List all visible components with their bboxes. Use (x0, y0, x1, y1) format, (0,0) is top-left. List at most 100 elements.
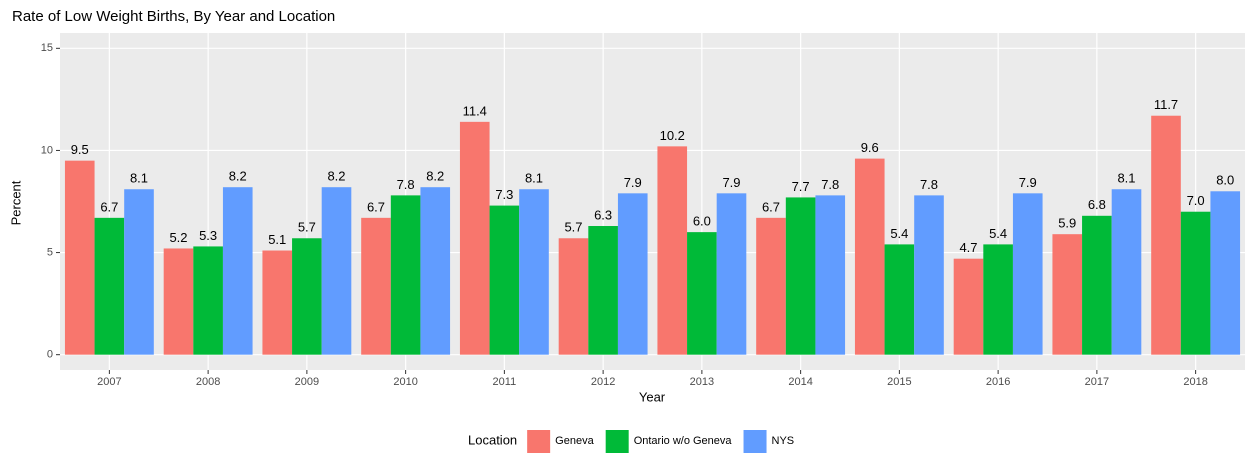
data-label: 5.4 (890, 226, 908, 241)
bar (64, 160, 95, 355)
data-label: 6.7 (762, 199, 780, 214)
data-label: 5.1 (268, 232, 286, 247)
x-tick-label: 2011 (493, 376, 517, 388)
legend-label: NYS (772, 435, 795, 447)
bar (124, 189, 154, 355)
data-label: 5.7 (298, 220, 316, 235)
x-axis-title: Year (639, 389, 666, 404)
bar (262, 250, 293, 355)
data-label: 5.9 (1058, 216, 1076, 231)
bar (420, 187, 451, 355)
data-label: 11.7 (1154, 97, 1178, 112)
bar (617, 193, 648, 355)
y-tick-label: 5 (47, 246, 53, 258)
data-label: 7.7 (792, 179, 810, 194)
data-label: 7.9 (624, 175, 642, 190)
data-label: 7.9 (722, 175, 740, 190)
data-label: 7.8 (397, 177, 415, 192)
bar (785, 197, 816, 355)
data-label: 6.7 (367, 199, 385, 214)
bar (292, 238, 322, 355)
data-label: 5.2 (169, 230, 187, 245)
bar (1210, 191, 1241, 355)
bar (953, 258, 984, 355)
legend-swatch (605, 430, 629, 453)
bar (163, 248, 194, 355)
bar (1052, 234, 1083, 355)
x-tick-label: 2016 (986, 376, 1010, 388)
bar (94, 217, 125, 355)
x-tick-label: 2007 (97, 376, 121, 388)
legend-swatch (527, 430, 551, 453)
bar (321, 187, 352, 355)
bar (914, 195, 944, 355)
data-label: 8.2 (229, 169, 247, 184)
data-label: 7.9 (1019, 175, 1037, 190)
bar (1180, 211, 1211, 355)
bar (1012, 193, 1043, 355)
bar (193, 246, 223, 355)
bar (1111, 189, 1142, 355)
bar (1151, 115, 1181, 355)
data-label: 8.1 (1117, 171, 1135, 186)
bar (489, 205, 520, 355)
bar (716, 193, 747, 355)
data-label: 5.7 (564, 220, 582, 235)
bar (222, 187, 253, 355)
x-tick-label: 2015 (887, 376, 911, 388)
data-label: 7.8 (821, 177, 839, 192)
data-label: 8.1 (525, 171, 543, 186)
x-tick-label: 2014 (788, 376, 812, 388)
data-label: 6.3 (594, 207, 612, 222)
data-label: 4.7 (959, 240, 977, 255)
data-label: 6.0 (693, 214, 711, 229)
data-label: 5.4 (989, 226, 1007, 241)
bar (588, 226, 618, 355)
bar (1082, 215, 1112, 355)
legend-swatch (743, 430, 767, 453)
x-tick-label: 2009 (295, 376, 319, 388)
data-label: 7.3 (495, 187, 513, 202)
data-label: 7.8 (920, 177, 938, 192)
y-tick-label: 15 (41, 42, 53, 54)
panel (60, 33, 1245, 370)
chart-title: Rate of Low Weight Births, By Year and L… (12, 8, 335, 25)
legend-label: Ontario w/o Geneva (634, 435, 733, 447)
data-label: 6.7 (100, 199, 118, 214)
legend-label: Geneva (555, 435, 594, 447)
x-tick-label: 2017 (1085, 376, 1109, 388)
x-tick-label: 2013 (690, 376, 714, 388)
bar (884, 244, 915, 355)
bar (687, 232, 717, 355)
bar (459, 121, 490, 355)
data-label: 7.0 (1187, 193, 1205, 208)
data-label: 5.3 (199, 228, 217, 243)
x-tick-label: 2008 (196, 376, 220, 388)
bar (390, 195, 421, 355)
bar (558, 238, 589, 355)
data-label: 8.2 (426, 169, 444, 184)
bar (519, 189, 549, 355)
bar (361, 217, 391, 355)
data-label: 6.8 (1088, 197, 1106, 212)
data-label: 8.1 (130, 171, 148, 186)
data-label: 9.6 (861, 140, 879, 155)
bar (854, 158, 885, 355)
data-label: 11.4 (463, 103, 487, 118)
x-tick-label: 2012 (591, 376, 615, 388)
y-tick-label: 0 (47, 349, 53, 361)
y-axis-title: Percent (8, 180, 23, 225)
data-label: 8.2 (327, 169, 345, 184)
x-tick-label: 2018 (1183, 376, 1207, 388)
y-tick-label: 10 (41, 144, 53, 156)
bar (815, 195, 846, 355)
bar (983, 244, 1013, 355)
x-tick-label: 2010 (393, 376, 417, 388)
bar (657, 146, 688, 355)
data-label: 10.2 (660, 128, 685, 143)
data-label: 8.0 (1216, 173, 1234, 188)
data-label: 9.5 (71, 142, 89, 157)
bar (756, 217, 786, 355)
legend-title: Location (468, 432, 517, 447)
